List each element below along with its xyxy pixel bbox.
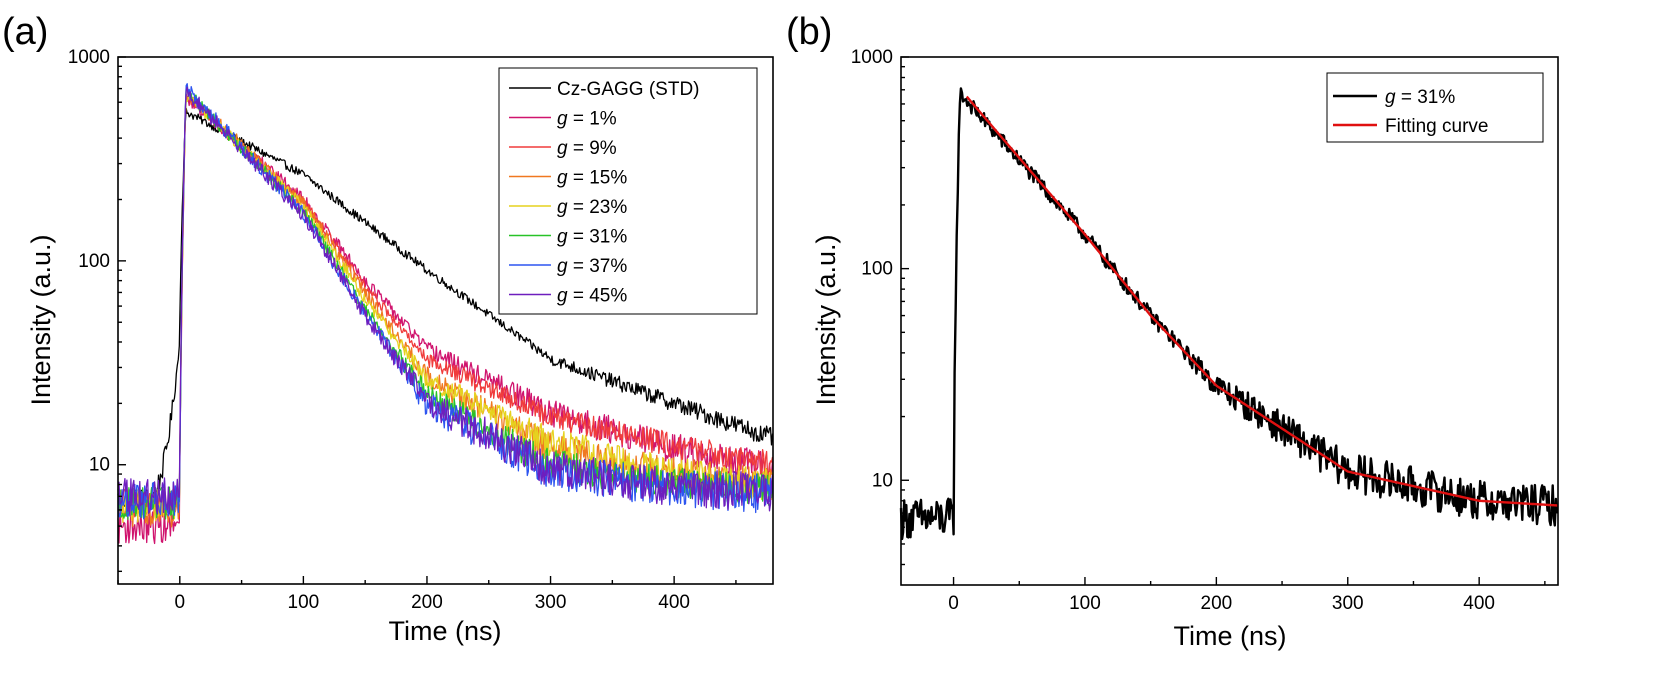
x-tick-label: 200 (1201, 593, 1233, 614)
panel-b-chart: (b) 0 100 200 300 400 10 100 1000 Time (ns) Int… (786, 11, 1559, 651)
y-tick-label: 1000 (68, 47, 110, 68)
legend-entry: g = 1% (557, 109, 617, 130)
legend-entry: g = 31% (557, 227, 627, 248)
panel-b-plot-frame (900, 56, 1559, 586)
y-tick-label: 1000 (851, 47, 893, 68)
y-tick-label: 100 (861, 259, 893, 280)
panel-b-axes: 0 100 200 300 400 10 100 1000 (851, 47, 1546, 614)
y-tick-label: 100 (78, 251, 110, 272)
legend-entry: Fitting curve (1385, 116, 1488, 137)
x-tick-label: 0 (175, 592, 186, 613)
panel-a-plot-frame (117, 56, 774, 585)
legend-entry: Cz-GAGG (STD) (557, 79, 700, 100)
panel-b-label: (b) (786, 11, 832, 53)
panel-a-legend: Cz-GAGG (STD) g = 1% g = 9% g = 15% g = 23% g… (498, 67, 758, 315)
panel-a-label: (a) (2, 11, 48, 53)
panel-b-legend: g = 31% Fitting curve (1326, 72, 1544, 143)
panel-b-series-group (899, 87, 1559, 541)
x-tick-label: 100 (1069, 593, 1101, 614)
panel-b-y-axis-title: Intensity (a.u.) (811, 234, 841, 405)
legend-entry: g = 15% (557, 168, 627, 189)
panel-a-series-group (117, 83, 774, 545)
legend-entry: g = 9% (557, 138, 617, 159)
legend-entry: g = 31% (1385, 87, 1455, 108)
panel-a-chart: (a) 0 100 200 300 400 10 100 1000 Time (ns) Int… (2, 11, 774, 646)
series-line-b-0 (899, 87, 1559, 541)
panel-b-legend-box (1326, 72, 1544, 143)
panel-b-x-axis-title: Time (ns) (1174, 621, 1287, 651)
x-tick-label: 300 (535, 592, 567, 613)
panel-a-legend-box (498, 67, 758, 315)
panel-a-y-axis-title: Intensity (a.u.) (26, 234, 56, 405)
legend-entry: g = 37% (557, 256, 627, 277)
x-tick-label: 200 (411, 592, 443, 613)
series-line-a-7 (117, 86, 774, 517)
y-tick-label: 10 (872, 470, 893, 491)
panel-a-x-axis-title: Time (ns) (389, 616, 502, 646)
x-tick-label: 400 (658, 592, 690, 613)
legend-entry: g = 23% (557, 197, 627, 218)
legend-entry: g = 45% (557, 286, 627, 307)
x-tick-label: 0 (948, 593, 959, 614)
series-line-b-1 (965, 95, 1558, 507)
x-tick-label: 300 (1332, 593, 1364, 614)
x-tick-label: 400 (1463, 593, 1495, 614)
y-tick-label: 10 (89, 455, 110, 476)
x-tick-label: 100 (288, 592, 320, 613)
panel-a-axes: 0 100 200 300 400 10 100 1000 (68, 47, 737, 613)
